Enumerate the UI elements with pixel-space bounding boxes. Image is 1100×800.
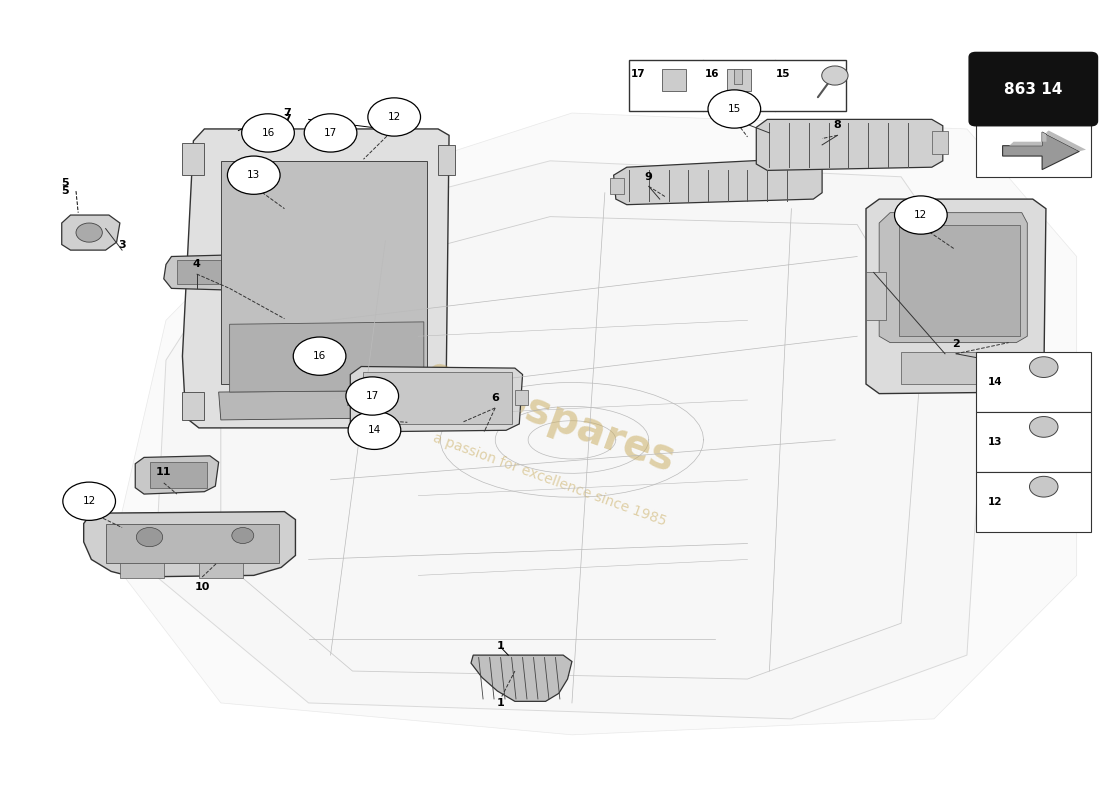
Circle shape [894,196,947,234]
Text: 8: 8 [834,120,842,130]
Circle shape [348,411,400,450]
Polygon shape [219,390,420,420]
Text: 12: 12 [82,496,96,506]
Bar [183,392,205,420]
Text: 4: 4 [192,259,200,270]
Text: a passion for excellence since 1985: a passion for excellence since 1985 [431,431,669,529]
Polygon shape [866,199,1046,394]
Text: 3: 3 [119,239,125,250]
Text: 15: 15 [777,69,791,79]
Text: 17: 17 [365,391,378,401]
Text: 16: 16 [704,69,719,79]
Bar [199,563,243,578]
Bar [150,462,207,488]
Text: 12: 12 [387,112,400,122]
Circle shape [708,90,761,128]
Text: eurospares: eurospares [419,351,681,481]
Polygon shape [879,213,1027,342]
Polygon shape [614,158,822,205]
Polygon shape [230,322,424,392]
Bar [976,352,1091,412]
Circle shape [1030,417,1058,438]
Text: 15: 15 [728,104,741,114]
Circle shape [63,482,116,520]
Circle shape [345,377,398,415]
Text: 13: 13 [988,437,1003,447]
Circle shape [1030,476,1058,497]
Polygon shape [1009,130,1086,151]
Text: 16: 16 [262,128,275,138]
Polygon shape [471,655,572,702]
Circle shape [1030,357,1058,378]
Text: 7: 7 [283,114,290,124]
Bar [438,145,454,175]
Bar [610,178,624,194]
Bar [629,59,846,111]
Bar [866,273,886,320]
Text: 14: 14 [988,377,1003,387]
Text: 11: 11 [156,466,172,477]
Circle shape [294,337,345,375]
Bar [734,69,742,83]
Text: 1: 1 [497,641,505,650]
Bar [363,372,512,424]
Bar [662,69,686,91]
Circle shape [228,156,280,194]
Circle shape [242,114,295,152]
Polygon shape [111,113,1077,735]
Circle shape [822,66,848,85]
Bar [932,130,948,154]
Text: 12: 12 [988,497,1003,506]
Polygon shape [155,161,989,719]
Polygon shape [164,255,241,290]
Bar [899,225,1020,336]
Bar [221,161,427,384]
Text: 2: 2 [953,339,960,349]
Bar [346,390,360,405]
Text: 9: 9 [645,172,652,182]
Text: 7: 7 [283,108,290,118]
Polygon shape [135,456,219,494]
Bar [976,412,1091,472]
Text: 6: 6 [492,394,499,403]
Polygon shape [1002,132,1079,170]
Polygon shape [350,366,522,432]
Bar [106,523,279,563]
Text: 12: 12 [914,210,927,220]
Bar [901,352,1022,384]
Circle shape [76,223,102,242]
Bar [976,122,1091,177]
Text: 5: 5 [62,178,69,188]
Bar [177,261,230,285]
Circle shape [136,527,163,546]
Text: 14: 14 [367,426,381,435]
Bar [120,563,164,578]
Text: 13: 13 [248,170,261,180]
Bar [183,143,205,175]
Polygon shape [757,119,943,170]
Circle shape [232,527,254,543]
Bar [515,390,528,405]
Text: 1: 1 [497,698,505,708]
Circle shape [305,114,356,152]
Text: 5: 5 [62,186,69,196]
Bar [727,69,751,91]
Polygon shape [183,129,449,428]
Polygon shape [62,215,120,250]
Polygon shape [84,512,296,577]
Text: 17: 17 [323,128,338,138]
Text: 17: 17 [630,69,645,79]
Bar [976,472,1091,531]
Circle shape [367,98,420,136]
Text: 863 14: 863 14 [1004,82,1063,97]
Text: 16: 16 [314,351,327,361]
FancyBboxPatch shape [969,53,1098,126]
Text: 10: 10 [195,582,210,592]
